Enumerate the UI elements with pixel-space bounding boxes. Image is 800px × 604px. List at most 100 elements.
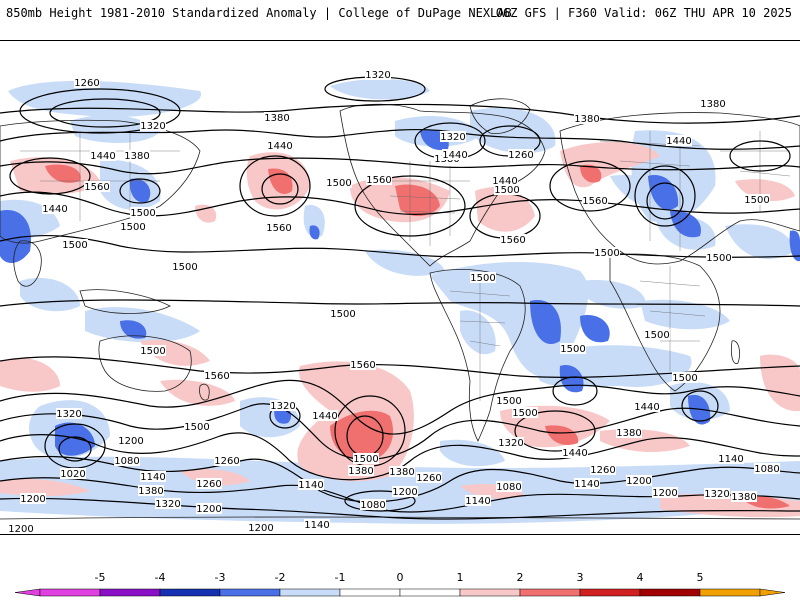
- contour-label: 1260: [416, 473, 441, 484]
- contour-label: 1560: [366, 175, 391, 186]
- contour-label: 1500: [330, 309, 355, 320]
- contour-label: 1260: [508, 150, 533, 161]
- contour-label: 1200: [392, 487, 417, 498]
- contour-label: 1200: [248, 523, 273, 534]
- colorbar-left-arrow: [14, 588, 41, 597]
- contour-label: 1320: [704, 489, 729, 500]
- contour-label: 1380: [348, 466, 373, 477]
- contour-label: 1320: [440, 132, 465, 143]
- contour-label: 1380: [700, 99, 725, 110]
- contour-label: 1500: [172, 262, 197, 273]
- contour-label: 1500: [744, 195, 769, 206]
- contour-label: 1140: [298, 480, 323, 491]
- contour-label: 1140: [574, 479, 599, 490]
- contour-label: 1080: [114, 456, 139, 467]
- contour-label: 1140: [465, 496, 490, 507]
- model-run-label: 06Z GFS | F360 Valid: 06Z THU APR 10 202…: [495, 6, 792, 20]
- contour-label: 1380: [138, 486, 163, 497]
- colorbar-swatch: [519, 588, 581, 597]
- contour-label: 1560: [582, 196, 607, 207]
- contour-label: 1500: [706, 253, 731, 264]
- colorbar-tick-label: 5: [697, 571, 704, 584]
- contour-label: 1500: [496, 396, 521, 407]
- coastlines: [0, 98, 800, 520]
- contour-label: 1500: [594, 248, 619, 259]
- contour-label: 1500: [644, 330, 669, 341]
- colorbar-svg: -5 -4 -3 -2 -1 0 1 2 3 4 5: [14, 571, 786, 597]
- contour-label: 1440: [42, 204, 67, 215]
- colorbar-swatch: [219, 588, 281, 597]
- contour-label: 1140: [718, 454, 743, 465]
- colorbar-swatch: [699, 588, 761, 597]
- height-contours: [0, 76, 800, 520]
- contour-label: 1500: [120, 222, 145, 233]
- contour-label: 1380: [616, 428, 641, 439]
- contour-label: 1380: [731, 492, 756, 503]
- contour-label: 1200: [20, 494, 45, 505]
- contour-label: 1500: [470, 273, 495, 284]
- contour-label: 1200: [626, 476, 651, 487]
- contour-label: 1320: [498, 438, 523, 449]
- contour-label: 1440: [666, 136, 691, 147]
- map-title: 850mb Height 1981-2010 Standardized Anom…: [6, 6, 512, 20]
- contour-label: 1380: [389, 467, 414, 478]
- strong-negative-anomaly-fills: [0, 129, 800, 456]
- colorbar-tick-label: -3: [215, 571, 226, 584]
- colorbar-tick-label: 2: [517, 571, 524, 584]
- colorbar-swatch: [159, 588, 221, 597]
- contour-label: 1560: [500, 235, 525, 246]
- anomaly-map: 1260 1320 1320 1380 1440 1380 1560 1440 …: [0, 41, 800, 535]
- colorbar-swatch: [99, 588, 161, 597]
- colorbar-swatch: [339, 588, 401, 597]
- contour-label: 1500: [62, 240, 87, 251]
- contour-label: 1200: [196, 504, 221, 515]
- colorbar-swatch: [579, 588, 641, 597]
- colorbar-right-arrow: [759, 588, 786, 597]
- contour-label: 1320: [155, 499, 180, 510]
- contour-label: 1500: [184, 422, 209, 433]
- contour-label: 1260: [74, 78, 99, 89]
- contour-label: 1500: [672, 373, 697, 384]
- contour-label: 1440: [90, 151, 115, 162]
- contour-label: 1140: [304, 520, 329, 531]
- contour-label: 1500: [512, 408, 537, 419]
- contour-label: 1500: [560, 344, 585, 355]
- colorbar-tick-label: 1: [457, 571, 464, 584]
- contour-label: 1500: [494, 185, 519, 196]
- contour-label: 1440: [634, 402, 659, 413]
- contour-labels: 1260 1320 1320 1380 1440 1380 1560 1440 …: [8, 69, 780, 535]
- contour-label: 1320: [140, 121, 165, 132]
- colorbar-swatch: [459, 588, 521, 597]
- colorbar-swatch: [399, 588, 461, 597]
- colorbar-tick-label: -5: [95, 571, 106, 584]
- contour-label: 1080: [496, 482, 521, 493]
- contour-label: 1260: [590, 465, 615, 476]
- contour-label: 1560: [350, 360, 375, 371]
- contour-label: 1560: [204, 371, 229, 382]
- colorbar-tick-label: -2: [275, 571, 286, 584]
- contour-label: 1500: [353, 454, 378, 465]
- contour-label: 1500: [130, 208, 155, 219]
- contour-label: 1140: [140, 472, 165, 483]
- colorbar-swatch: [279, 588, 341, 597]
- contour-label: 1380: [124, 151, 149, 162]
- contour-label: 1560: [266, 223, 291, 234]
- colorbar-swatch: [639, 588, 701, 597]
- contour-label: 1200: [118, 436, 143, 447]
- contour-label: 1440: [267, 141, 292, 152]
- contour-label: 1080: [754, 464, 779, 475]
- contour-label: 1380: [264, 113, 289, 124]
- contour-label: 1500: [326, 178, 351, 189]
- contour-label: 1020: [60, 469, 85, 480]
- map-panel: 1260 1320 1320 1380 1440 1380 1560 1440 …: [0, 40, 800, 535]
- contour-label: 1320: [56, 409, 81, 420]
- contour-label: 1440: [492, 176, 517, 187]
- contour-label: 1200: [652, 488, 677, 499]
- contour-label: 1440: [442, 150, 467, 161]
- contour-label: 1500: [140, 346, 165, 357]
- colorbar-tick-label: -1: [335, 571, 346, 584]
- contour-label: 1560: [84, 182, 109, 193]
- contour-label: 1260: [196, 479, 221, 490]
- contour-label: 1320: [365, 70, 390, 81]
- contour-label: 1440: [562, 448, 587, 459]
